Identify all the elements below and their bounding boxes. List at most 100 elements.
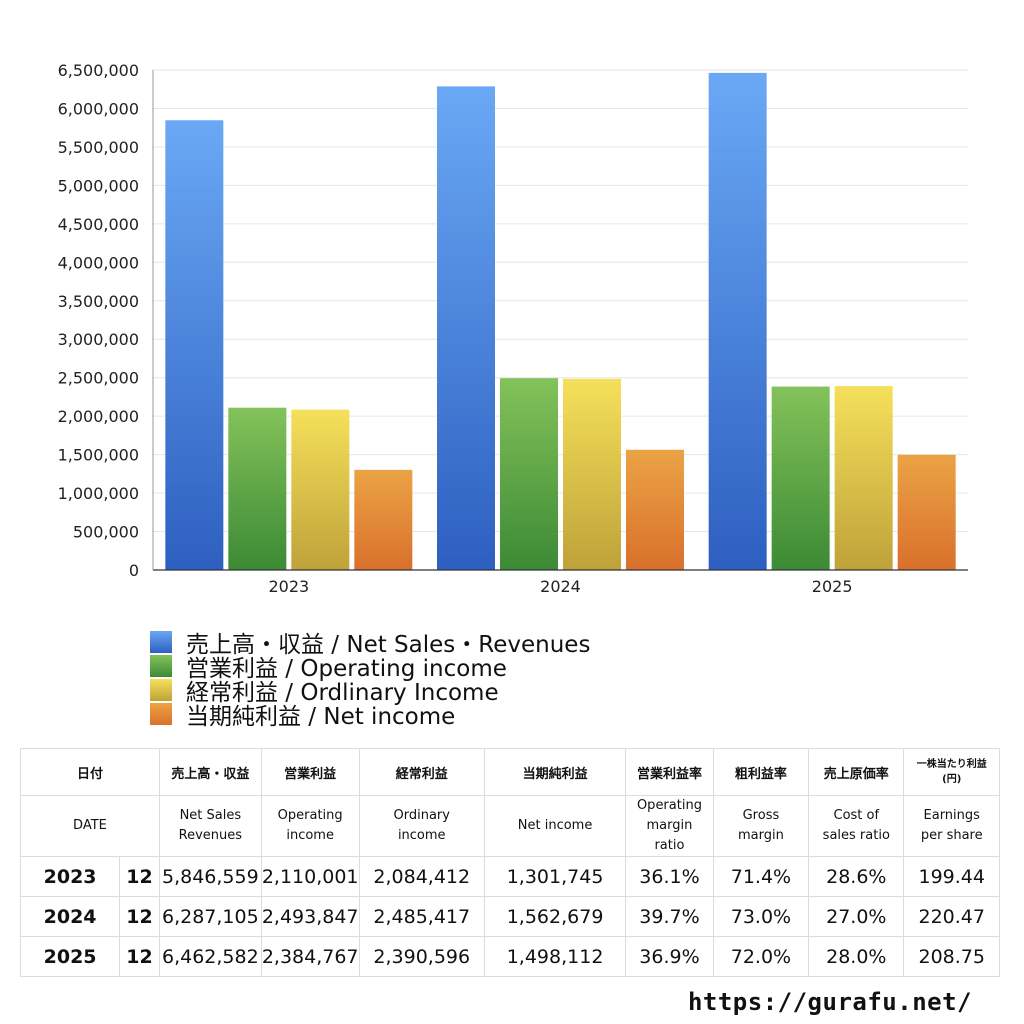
footer-url[interactable]: https://gurafu.net/ [687,988,972,1016]
ordinary-cell: 2,485,417 [358,896,485,937]
header-line: margin [738,828,784,843]
y-tick-label: 6,000,000 [58,99,139,118]
legend-item-ordinary-income: 経常利益 / Ordlinary Income [150,678,590,706]
x-tick-label: 2023 [268,577,309,596]
month-cell: 12 [119,936,160,977]
bar-2025-series-0 [708,72,767,571]
table-row: 2025 12 6,462,582 2,384,767 2,390,596 1,… [19,936,1000,977]
header-ordinary-ja: 経常利益 [358,748,485,796]
header-gm-en: Gross margin [712,795,810,857]
y-tick-label: 0 [129,561,139,580]
bar-2023-series-3 [354,469,413,570]
opm-cell: 39.7% [625,896,714,937]
header-line: Gross [742,808,780,823]
legend-label: 営業利益 / Operating income [186,656,507,682]
header-opm-en: Operating margin ratio [625,795,714,857]
cos-cell: 28.6% [808,856,905,897]
header-line: Earnings [923,808,980,823]
legend-item-net-sales: 売上高・収益 / Net Sales・Revenues [150,630,590,658]
cos-cell: 27.0% [808,896,905,937]
bar-chart: 0 500,000 1,000,000 1,500,000 2,000,000 2,500… [58,61,968,596]
header-line: ratio [654,838,685,853]
header-operating-en: Operating income [260,795,360,857]
sales-cell: 6,287,105 [158,896,262,937]
header-line: Revenues [178,828,243,843]
header-eps-ja: 一株当たり利益 (円) [903,748,1000,796]
legend-label: 経常利益 / Ordlinary Income [186,680,499,706]
header-row-ja: 日付 売上高・収益 営業利益 経常利益 当期純利益 営業利益率 粗利益率 売上原… [20,748,1000,796]
ordinary-cell: 2,390,596 [358,936,485,977]
bar-2024-series-1 [500,378,558,570]
net-cell: 1,498,112 [483,936,627,977]
gm-cell: 72.0% [712,936,810,977]
header-net-ja: 当期純利益 [483,748,627,796]
y-tick-label: 1,000,000 [58,484,139,503]
legend-label: 売上高・収益 / Net Sales・Revenues [186,632,591,658]
eps-cell: 199.44 [903,856,1000,897]
header-gm-ja: 粗利益率 [712,748,810,796]
header-cos-ja: 売上原価率 [808,748,905,796]
y-tick-label: 1,500,000 [58,446,139,465]
bars [165,72,956,571]
header-line: sales ratio [822,828,890,843]
month-cell: 12 [119,856,160,897]
header-opm-ja: 営業利益率 [625,748,714,796]
table-row: 2023 12 5,846,559 2,110,001 2,084,412 1,… [19,856,1000,897]
operating-cell: 2,493,847 [260,896,360,937]
header-sales-ja: 売上高・収益 [158,748,262,796]
table-row: 2024 12 6,287,105 2,493,847 2,485,417 1,… [19,896,1000,937]
y-axis: 0 500,000 1,000,000 1,500,000 2,000,000 2,500… [58,61,139,580]
header-line: Operating [636,798,702,813]
header-eps-ja-line2: (円) [942,774,962,785]
x-tick-label: 2024 [540,577,581,596]
sales-cell: 6,462,582 [158,936,262,977]
bar-2024-series-3 [626,449,684,570]
year-cell: 2025 [19,936,121,977]
legend-label: 当期純利益 / Net income [186,704,456,730]
eps-cell: 208.75 [903,936,1000,977]
header-line: per share [920,828,983,843]
ordinary-cell: 2,084,412 [358,856,485,897]
y-tick-label: 4,000,000 [58,253,139,272]
header-date-ja: 日付 [20,748,160,796]
header-line: income [397,828,446,843]
bar-2025-series-1 [771,386,830,570]
y-tick-label: 3,500,000 [58,292,139,311]
bar-2023-series-1 [228,407,287,570]
operating-cell: 2,110,001 [260,856,360,897]
gm-cell: 73.0% [712,896,810,937]
legend-swatch [150,703,172,725]
legend-swatch [150,631,172,653]
header-eps-en: Earnings per share [903,795,1000,857]
header-eps-ja-line1: 一株当たり利益 [916,759,987,770]
year-cell: 2024 [19,896,121,937]
month-cell: 12 [119,896,160,937]
sales-cell: 5,846,559 [158,856,262,897]
legend-item-net-income: 当期純利益 / Net income [150,702,590,730]
legend-item-operating-income: 営業利益 / Operating income [150,654,590,682]
opm-cell: 36.9% [625,936,714,977]
financial-table: 日付 売上高・収益 営業利益 経常利益 当期純利益 営業利益率 粗利益率 売上原… [19,748,1000,977]
bar-2025-series-2 [834,386,893,570]
gm-cell: 71.4% [712,856,810,897]
net-cell: 1,301,745 [483,856,627,897]
legend-swatch [150,655,172,677]
gridlines [153,69,968,533]
legend: 売上高・収益 / Net Sales・Revenues 営業利益 / Opera… [150,630,590,730]
operating-cell: 2,384,767 [260,936,360,977]
header-line: margin [646,818,693,833]
eps-cell: 220.47 [903,896,1000,937]
y-tick-label: 5,500,000 [58,138,139,157]
header-ordinary-en: Ordinary income [358,795,485,857]
y-tick-label: 500,000 [73,523,139,542]
header-line: Ordinary [393,808,450,823]
bar-2024-series-2 [563,378,621,570]
x-tick-label: 2025 [812,577,853,596]
header-date-en: DATE [20,795,160,857]
header-net-en: Net income [483,795,627,857]
header-cos-en: Cost of sales ratio [808,795,905,857]
x-axis: 2023 2024 2025 [152,70,968,596]
cos-cell: 28.0% [808,936,905,977]
header-sales-en: Net Sales Revenues [158,795,262,857]
y-tick-label: 3,000,000 [58,330,139,349]
